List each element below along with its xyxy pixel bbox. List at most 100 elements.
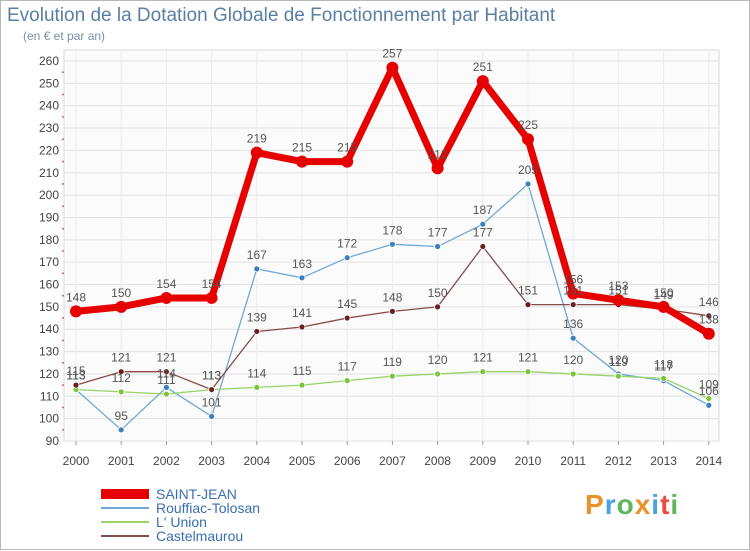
logo-letter: i bbox=[651, 489, 661, 520]
data-point bbox=[479, 368, 487, 376]
data-point bbox=[298, 381, 306, 389]
chart-subtitle: (en € et par an) bbox=[23, 29, 106, 43]
data-label: 257 bbox=[382, 47, 402, 61]
x-tick-label: 2001 bbox=[108, 454, 135, 468]
data-label: 109 bbox=[699, 378, 719, 392]
data-label: 115 bbox=[66, 364, 85, 378]
data-label: 113 bbox=[66, 369, 85, 383]
y-tick-label: 230 bbox=[39, 121, 59, 135]
data-point bbox=[162, 383, 170, 391]
data-label: 146 bbox=[699, 295, 719, 309]
y-tick-label: 170 bbox=[39, 255, 59, 269]
data-label: 177 bbox=[473, 226, 493, 240]
data-label: 117 bbox=[654, 360, 673, 374]
data-point bbox=[205, 291, 218, 304]
logo-letter: o bbox=[616, 489, 635, 520]
data-point bbox=[160, 291, 173, 304]
data-point bbox=[569, 334, 577, 342]
data-label: 177 bbox=[428, 226, 448, 240]
data-label: 153 bbox=[608, 279, 628, 293]
data-label: 114 bbox=[157, 366, 176, 380]
data-point bbox=[253, 383, 261, 391]
data-label: 219 bbox=[247, 132, 267, 146]
data-point bbox=[208, 386, 216, 393]
data-label: 113 bbox=[202, 369, 221, 383]
data-label: 251 bbox=[473, 60, 493, 74]
data-label: 156 bbox=[563, 272, 583, 286]
data-point bbox=[298, 323, 306, 331]
x-tick-label: 2003 bbox=[198, 454, 225, 468]
data-point bbox=[250, 146, 263, 159]
y-tick-label: 90 bbox=[46, 434, 60, 448]
data-point bbox=[569, 370, 577, 378]
data-label: 139 bbox=[247, 310, 267, 324]
data-point bbox=[434, 370, 442, 378]
x-tick-label: 2005 bbox=[289, 454, 316, 468]
data-label: 118 bbox=[654, 357, 673, 371]
data-label: 150 bbox=[428, 286, 448, 300]
data-point bbox=[341, 155, 354, 168]
data-point bbox=[434, 243, 442, 250]
x-tick-label: 2007 bbox=[379, 454, 406, 468]
data-label: 154 bbox=[156, 277, 176, 291]
data-point bbox=[162, 390, 170, 398]
y-tick-label: 100 bbox=[39, 412, 59, 426]
data-point bbox=[253, 328, 261, 335]
data-label: 145 bbox=[337, 297, 357, 311]
y-tick-label: 220 bbox=[39, 143, 59, 157]
data-point bbox=[208, 413, 216, 420]
data-point bbox=[72, 381, 80, 389]
data-label: 148 bbox=[382, 290, 402, 304]
data-label: 119 bbox=[383, 355, 402, 369]
data-label: 149 bbox=[654, 288, 674, 302]
data-point bbox=[162, 368, 170, 376]
x-tick-label: 2006 bbox=[334, 454, 361, 468]
data-label: 121 bbox=[156, 351, 176, 365]
data-label: 148 bbox=[66, 290, 86, 304]
data-label: 167 bbox=[247, 248, 267, 262]
data-point bbox=[476, 75, 489, 88]
legend-label: Rouffiac-Tolosan bbox=[156, 500, 260, 516]
data-label: 150 bbox=[654, 286, 674, 300]
x-tick-label: 2010 bbox=[515, 454, 542, 468]
data-label: 120 bbox=[608, 353, 628, 367]
data-label: 121 bbox=[518, 351, 538, 365]
x-tick-label: 2012 bbox=[605, 454, 632, 468]
data-label: 163 bbox=[292, 257, 312, 271]
data-label: 151 bbox=[518, 284, 538, 298]
data-label: 172 bbox=[337, 237, 357, 251]
data-label: 151 bbox=[608, 284, 628, 298]
y-tick-label: 260 bbox=[39, 54, 59, 68]
data-point bbox=[298, 274, 306, 282]
data-label: 120 bbox=[428, 353, 448, 367]
data-point bbox=[117, 388, 125, 396]
data-label: 112 bbox=[112, 371, 131, 385]
data-label: 113 bbox=[66, 369, 85, 383]
data-label: 136 bbox=[563, 317, 583, 331]
data-point bbox=[657, 300, 670, 313]
y-tick-label: 210 bbox=[39, 166, 59, 180]
data-label: 101 bbox=[202, 395, 222, 409]
y-tick-label: 150 bbox=[39, 300, 59, 314]
legend-label: Castelmaurou bbox=[156, 528, 243, 544]
data-label: 114 bbox=[247, 366, 266, 380]
x-tick-label: 2002 bbox=[153, 454, 180, 468]
data-point bbox=[253, 265, 261, 273]
y-tick-label: 160 bbox=[39, 278, 59, 292]
data-point bbox=[615, 372, 622, 380]
data-point bbox=[343, 377, 351, 385]
data-label: 117 bbox=[338, 360, 357, 374]
data-label: 111 bbox=[157, 373, 176, 387]
y-tick-label: 240 bbox=[39, 99, 59, 113]
data-point bbox=[388, 307, 396, 315]
data-label: 119 bbox=[609, 355, 628, 369]
x-tick-label: 2009 bbox=[469, 454, 496, 468]
data-label: 154 bbox=[202, 277, 222, 291]
data-label: 95 bbox=[115, 409, 129, 423]
data-point bbox=[567, 287, 580, 300]
data-point bbox=[431, 162, 444, 175]
data-point bbox=[115, 300, 128, 313]
y-tick-label: 190 bbox=[39, 210, 59, 224]
data-label: 141 bbox=[292, 306, 312, 320]
